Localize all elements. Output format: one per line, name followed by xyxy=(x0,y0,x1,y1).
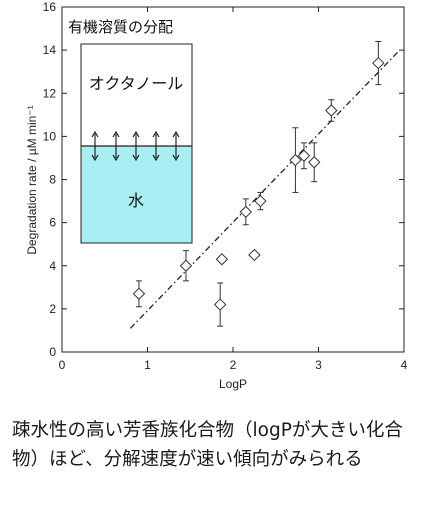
inset-octanol-label: オクタノール xyxy=(89,74,184,93)
diamond-marker xyxy=(289,153,302,167)
diamond-marker xyxy=(372,56,385,70)
y-tick-label: 10 xyxy=(43,129,57,143)
inset-title: 有機溶質の分配 xyxy=(68,18,173,36)
data-point xyxy=(254,191,267,211)
y-tick-label: 14 xyxy=(43,43,57,57)
data-point xyxy=(215,253,229,266)
partition-arrow xyxy=(132,130,140,162)
data-point xyxy=(239,198,253,226)
y-tick-label: 8 xyxy=(49,173,56,187)
y-tick-label: 6 xyxy=(49,216,56,230)
caption: 疎水性の高い芳香族化合物（logPが大きい化合物）ほど、分解速度が速い傾向がみら… xyxy=(12,420,403,470)
diamond-marker xyxy=(254,194,267,208)
y-tick-label: 4 xyxy=(49,259,56,273)
diamond-marker xyxy=(297,149,311,162)
x-tick-label: 4 xyxy=(401,358,408,372)
data-point xyxy=(308,142,321,183)
data-point xyxy=(213,282,227,327)
partition-arrow xyxy=(172,130,180,162)
diamond-marker xyxy=(132,287,146,300)
inset-water-label: 水 xyxy=(128,191,144,210)
partition-arrow xyxy=(152,130,160,162)
diamond-marker xyxy=(239,205,253,219)
diamond-marker xyxy=(308,156,321,169)
x-tick-label: 2 xyxy=(230,358,237,372)
diamond-marker xyxy=(215,253,229,266)
inset-diagram: 有機溶質の分配 オクタノール 水 xyxy=(68,18,193,244)
x-axis-title: LogP xyxy=(219,377,247,391)
x-tick-label: 0 xyxy=(59,358,66,372)
partition-arrow xyxy=(91,130,99,162)
data-point xyxy=(132,280,146,308)
data-point xyxy=(297,142,311,170)
diamond-marker xyxy=(179,259,193,272)
fit-line xyxy=(129,49,401,329)
y-tick-label: 16 xyxy=(43,0,57,14)
data-point xyxy=(179,250,193,282)
y-tick-label: 0 xyxy=(49,345,56,359)
diamond-marker xyxy=(248,248,261,262)
x-tick-label: 3 xyxy=(315,358,322,372)
y-tick-label: 12 xyxy=(43,86,57,100)
inset-octanol-layer xyxy=(80,43,193,147)
inset-water-layer xyxy=(80,145,193,244)
x-tick-label: 1 xyxy=(144,358,151,372)
data-point xyxy=(248,248,261,262)
data-point xyxy=(325,99,338,122)
diamond-marker xyxy=(213,298,227,311)
y-axis-title: Degradation rate / µM min⁻¹ xyxy=(25,105,39,254)
partition-arrow xyxy=(112,130,120,162)
data-point xyxy=(289,127,302,193)
diamond-marker xyxy=(325,104,338,117)
y-tick-label: 2 xyxy=(49,302,56,316)
data-point xyxy=(372,41,385,86)
